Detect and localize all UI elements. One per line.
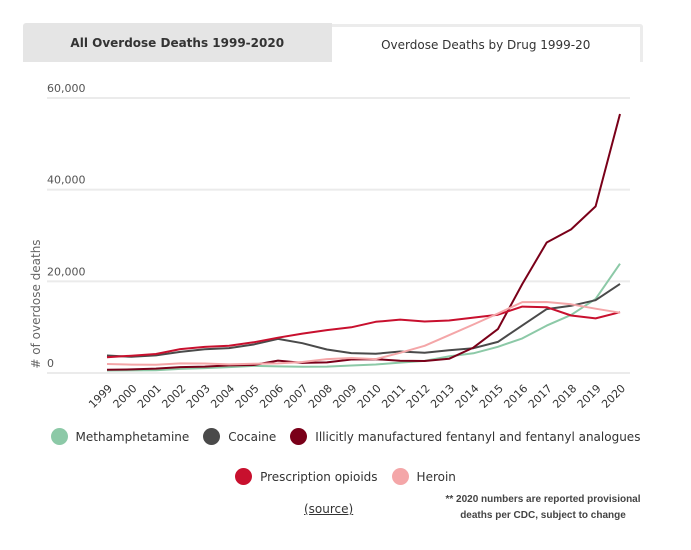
series-line-cocaine [106, 283, 621, 358]
y-tick-label: 40,000 [47, 174, 86, 187]
x-tick-label: 2011 [379, 382, 408, 411]
x-tick-label: 2009 [330, 382, 359, 411]
legend-label: Heroin [416, 469, 456, 484]
x-tick-labels: 1999200020012002200320042005200620072008… [86, 382, 628, 411]
x-tick-label: 2015 [477, 382, 506, 411]
series-line-heroin [106, 301, 621, 366]
x-tick-label: 2013 [428, 382, 457, 411]
legend-item-fentanyl[interactable]: Illicitly manufactured fentanyl and fent… [290, 428, 640, 445]
note-line-2: deaths per CDC, subject to change [460, 510, 626, 521]
legend-label: Prescription opioids [260, 469, 378, 484]
x-tick-label: 2017 [526, 382, 555, 411]
gridlines [47, 97, 630, 374]
x-tick-label: 1999 [86, 382, 115, 411]
x-tick-label: 2007 [282, 382, 311, 411]
x-tick-label: 2001 [135, 382, 164, 411]
legend-item-prescription-opioids[interactable]: Prescription opioids [235, 468, 378, 485]
legend-label: Cocaine [228, 429, 277, 444]
x-tick-label: 2014 [453, 382, 482, 411]
legend-swatch-cocaine [203, 428, 221, 445]
series-line-methamphetamine [106, 263, 621, 372]
series-line-illicitly-manufactured-fentanyl-and-fentanyl-analogues [106, 113, 621, 371]
x-tick-label: 2003 [184, 382, 213, 411]
legend-item-heroin[interactable]: Heroin [391, 468, 456, 485]
x-tick-label: 2008 [306, 382, 335, 411]
legend-label: Illicitly manufactured fentanyl and fent… [315, 429, 641, 444]
x-tick-label: 2018 [550, 382, 579, 411]
x-tick-label: 2002 [159, 382, 188, 411]
series-line-prescription-opioids [106, 305, 621, 359]
y-tick-label: 0 [47, 357, 54, 370]
x-tick-label: 2005 [233, 382, 262, 411]
line-chart: 0 20,000 40,000 60,000 # of overdose deaths… [29, 82, 630, 411]
legend-swatch-methamphetamine [50, 428, 68, 445]
y-tick-labels: 0 20,000 40,000 60,000 [47, 82, 86, 370]
series-lines [106, 113, 621, 372]
legend-swatch-prescription-opioids [235, 468, 253, 485]
x-tick-label: 2019 [575, 382, 604, 411]
provisional-note: ** 2020 numbers are reported provisional… [432, 492, 654, 524]
tab-all-overdose-deaths[interactable]: All Overdose Deaths 1999-2020 [23, 23, 332, 62]
x-tick-label: 2010 [355, 382, 384, 411]
x-tick-label: 2000 [111, 382, 140, 411]
note-line-1: ** 2020 numbers are reported provisional [445, 494, 641, 505]
legend-label: Methamphetamine [75, 429, 190, 444]
legend-swatch-fentanyl [290, 428, 308, 445]
x-tick-label: 2012 [404, 382, 433, 411]
legend-row-2: Prescription opioids Heroin [0, 468, 691, 485]
x-tick-label: 2006 [257, 382, 286, 411]
legend-row-1: Methamphetamine Cocaine Illicitly manufa… [0, 428, 691, 445]
y-tick-label: 60,000 [47, 82, 86, 95]
tab-bar: All Overdose Deaths 1999-2020 Overdose D… [23, 23, 643, 62]
x-tick-label: 2020 [599, 382, 628, 411]
x-tick-label: 2016 [501, 382, 530, 411]
tab-overdose-deaths-by-drug[interactable]: Overdose Deaths by Drug 1999-20 [331, 24, 643, 62]
source-link[interactable]: (source) [304, 502, 354, 516]
x-tick-label: 2004 [208, 382, 237, 411]
legend-swatch-heroin [391, 468, 409, 485]
legend-item-methamphetamine[interactable]: Methamphetamine [50, 428, 190, 445]
y-axis-title: # of overdose deaths [29, 239, 43, 368]
legend-item-cocaine[interactable]: Cocaine [203, 428, 276, 445]
y-tick-label: 20,000 [47, 265, 86, 278]
